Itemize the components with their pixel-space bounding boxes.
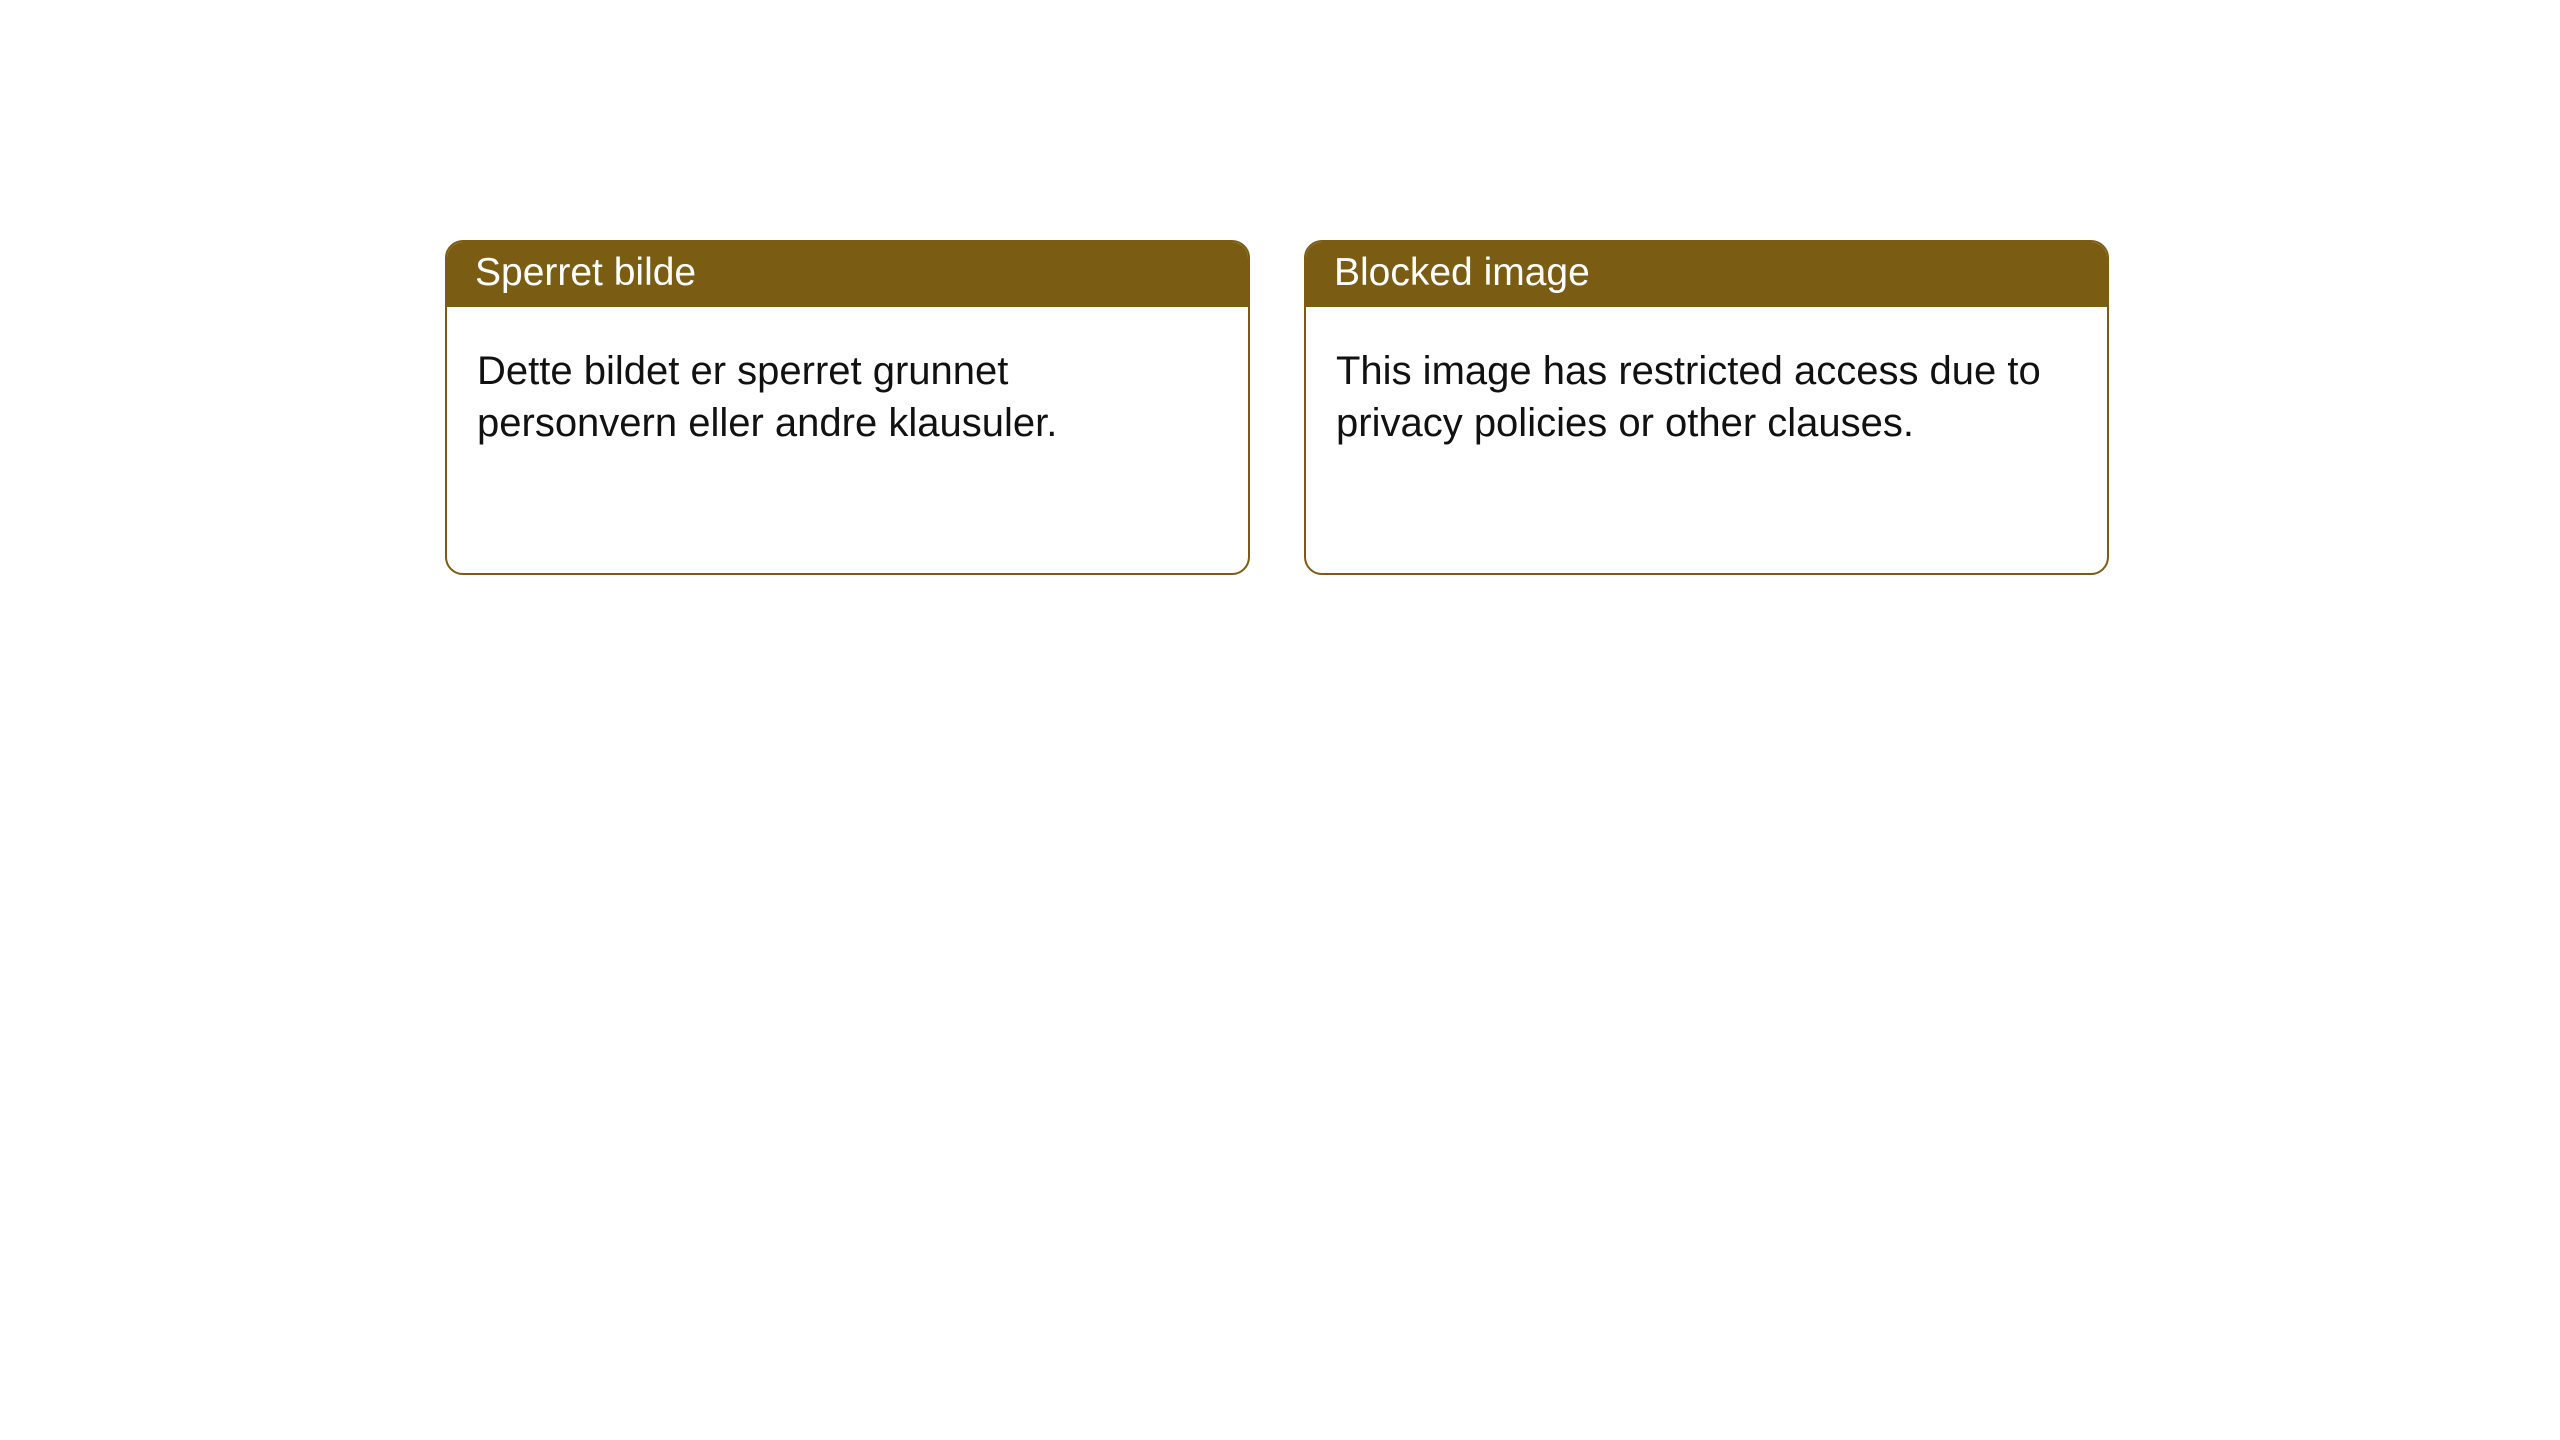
notice-title-norwegian: Sperret bilde	[447, 242, 1248, 307]
notice-card-english: Blocked image This image has restricted …	[1304, 240, 2109, 575]
notice-card-norwegian: Sperret bilde Dette bildet er sperret gr…	[445, 240, 1250, 575]
notice-body-english: This image has restricted access due to …	[1306, 307, 2107, 573]
notice-container: Sperret bilde Dette bildet er sperret gr…	[0, 0, 2560, 575]
notice-title-english: Blocked image	[1306, 242, 2107, 307]
notice-body-norwegian: Dette bildet er sperret grunnet personve…	[447, 307, 1248, 573]
